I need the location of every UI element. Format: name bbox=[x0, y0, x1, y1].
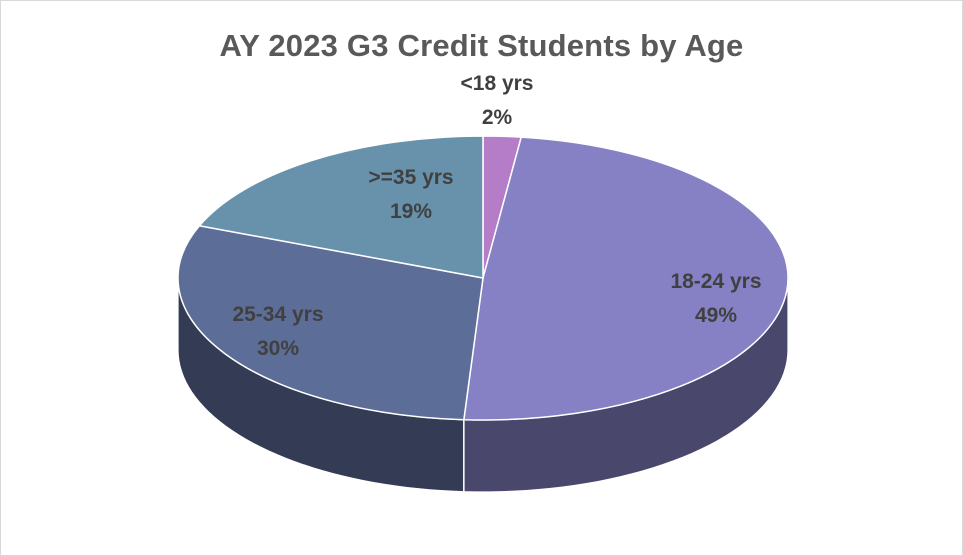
pie-slice-1 bbox=[462, 136, 789, 421]
slice-percent-0: 2% bbox=[482, 106, 513, 129]
chart-title: AY 2023 G3 Credit Students by Age bbox=[219, 28, 744, 63]
slice-label-0: <18 yrs bbox=[461, 72, 534, 95]
slice-label-1: 18-24 yrs bbox=[670, 270, 761, 293]
slice-label-2: 25-34 yrs bbox=[232, 303, 323, 326]
slice-label-3: >=35 yrs bbox=[368, 166, 453, 189]
pie-slice-3 bbox=[198, 135, 484, 279]
slice-percent-3: 19% bbox=[390, 200, 432, 223]
slice-percent-1: 49% bbox=[695, 304, 737, 327]
pie-slice-2 bbox=[177, 224, 484, 421]
slice-percent-2: 30% bbox=[257, 337, 299, 360]
